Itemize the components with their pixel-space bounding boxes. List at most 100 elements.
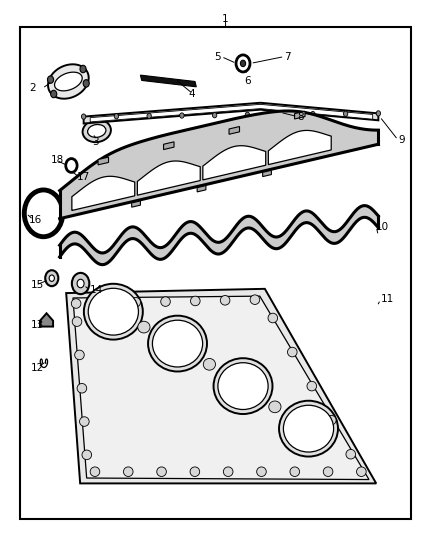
Circle shape [49,275,54,281]
Ellipse shape [80,417,89,426]
Text: 11: 11 [381,294,394,304]
Text: 9: 9 [398,135,405,145]
Ellipse shape [190,467,200,477]
Ellipse shape [214,358,272,414]
Ellipse shape [138,321,150,333]
Text: 13: 13 [31,320,45,330]
Ellipse shape [287,348,297,357]
Polygon shape [90,104,373,122]
Text: 14: 14 [90,286,103,295]
Ellipse shape [83,120,111,142]
Text: 18: 18 [51,155,64,165]
Circle shape [147,113,151,118]
Ellipse shape [131,297,141,307]
Circle shape [212,112,217,118]
Text: 3: 3 [92,136,99,147]
Polygon shape [73,296,369,480]
Ellipse shape [148,316,207,372]
Text: 1: 1 [222,14,229,24]
Ellipse shape [250,295,260,304]
Ellipse shape [84,284,143,340]
Ellipse shape [326,415,336,425]
Bar [20,27,411,519]
Ellipse shape [307,381,317,391]
Text: 2: 2 [29,83,36,93]
Polygon shape [98,157,109,165]
Polygon shape [72,176,135,211]
Ellipse shape [90,467,100,477]
Polygon shape [66,289,376,483]
Ellipse shape [101,298,111,308]
Circle shape [240,60,246,67]
Polygon shape [55,72,82,91]
Ellipse shape [357,467,366,477]
Ellipse shape [161,297,170,306]
Ellipse shape [283,405,334,452]
Polygon shape [84,103,378,124]
Ellipse shape [218,363,268,409]
Ellipse shape [124,467,133,477]
Circle shape [24,190,63,237]
Polygon shape [294,111,305,119]
Text: 4: 4 [188,88,195,99]
Polygon shape [229,126,240,134]
Polygon shape [60,206,378,265]
Ellipse shape [152,320,203,367]
Ellipse shape [203,359,215,370]
Ellipse shape [71,298,81,308]
Polygon shape [268,131,331,165]
Circle shape [343,111,348,116]
Polygon shape [138,161,200,195]
Circle shape [51,90,57,98]
Ellipse shape [268,313,278,323]
Ellipse shape [223,467,233,477]
Polygon shape [48,64,88,99]
Ellipse shape [269,401,281,413]
Ellipse shape [279,401,338,457]
Circle shape [77,279,84,288]
Text: 16: 16 [29,215,42,225]
Ellipse shape [257,467,266,477]
Circle shape [278,112,283,117]
Ellipse shape [77,383,87,393]
Circle shape [114,114,119,119]
Circle shape [245,112,250,117]
Polygon shape [141,75,196,87]
Ellipse shape [72,317,82,326]
Circle shape [236,55,250,72]
Text: 10: 10 [376,222,389,232]
Text: 8: 8 [297,111,304,122]
Circle shape [47,76,53,83]
Polygon shape [132,201,141,207]
Polygon shape [197,185,206,192]
Text: 17: 17 [77,172,90,182]
Ellipse shape [191,296,200,306]
Circle shape [83,79,89,87]
Circle shape [376,111,381,116]
Ellipse shape [82,450,92,459]
Ellipse shape [88,288,138,335]
Circle shape [45,270,58,286]
Text: 7: 7 [285,52,291,61]
Circle shape [80,65,86,72]
Text: 5: 5 [215,52,221,61]
Text: 6: 6 [244,76,251,86]
Text: 12: 12 [31,362,45,373]
Ellipse shape [157,467,166,477]
Ellipse shape [346,449,356,459]
Ellipse shape [220,295,230,305]
Circle shape [180,113,184,118]
Circle shape [66,159,77,172]
Circle shape [72,273,89,294]
Polygon shape [40,313,53,327]
Ellipse shape [74,350,84,360]
Polygon shape [203,146,266,180]
Ellipse shape [323,467,333,477]
Text: 15: 15 [31,280,45,290]
Ellipse shape [88,125,106,138]
Polygon shape [263,171,272,176]
Polygon shape [163,142,174,150]
Ellipse shape [290,467,300,477]
Circle shape [311,111,315,117]
Circle shape [81,114,86,119]
